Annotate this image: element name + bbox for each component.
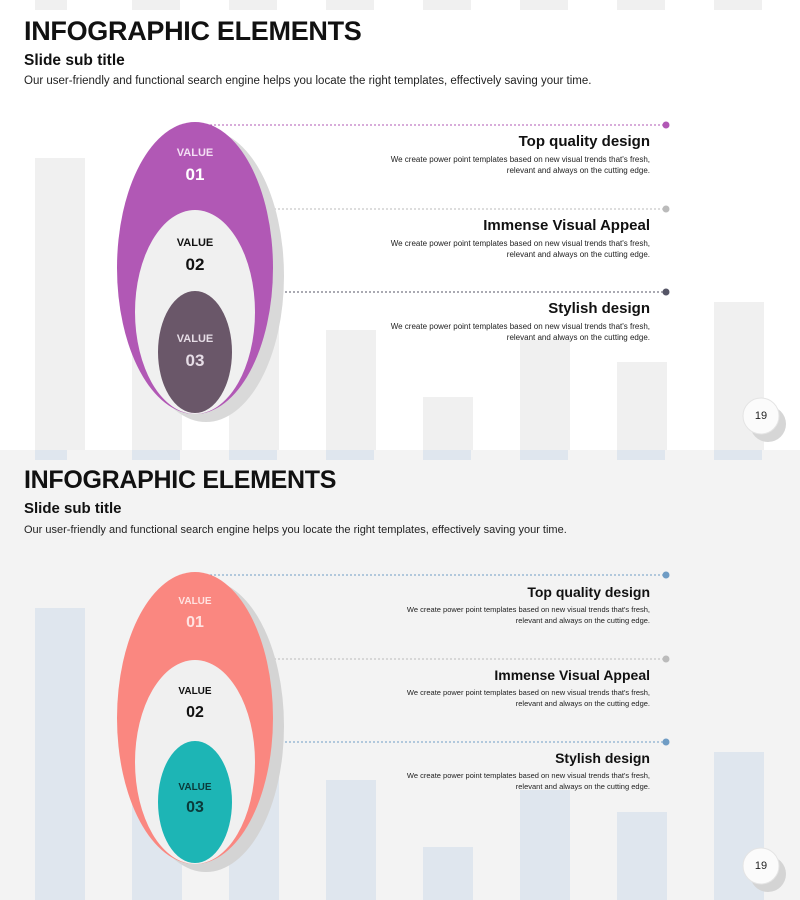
value-1-number: 01	[186, 614, 204, 631]
inner-ellipse	[158, 291, 232, 413]
connector-dot-3	[662, 288, 670, 296]
slide-description: Our user-friendly and functional search …	[24, 75, 592, 87]
top-stripes	[35, 450, 762, 460]
item-2: Immense Visual Appeal We create power po…	[330, 217, 650, 260]
slide-2: VALUE 01 VALUE 02 VALUE 03 INFOGRAPHIC E…	[0, 450, 800, 900]
connector-dot-1	[662, 121, 670, 129]
value-2-label: VALUE	[178, 686, 211, 697]
top-stripes	[35, 0, 762, 10]
value-1-label: VALUE	[177, 147, 213, 159]
slide-subtitle: Slide sub title	[24, 52, 125, 69]
value-1-number: 01	[186, 165, 205, 184]
item-1: Top quality design We create power point…	[330, 133, 650, 176]
item-1-heading: Top quality design	[527, 584, 650, 600]
page-badge	[742, 847, 780, 885]
item-2: Immense Visual Appeal We create power po…	[330, 667, 650, 709]
item-3: Stylish design We create power point tem…	[330, 300, 650, 343]
value-3-number: 03	[186, 351, 205, 370]
item-1-heading: Top quality design	[518, 133, 650, 150]
item-3: Stylish design We create power point tem…	[330, 750, 650, 792]
value-3-label: VALUE	[178, 782, 211, 793]
value-3-label: VALUE	[177, 333, 213, 345]
connector-dot-1	[662, 571, 670, 579]
slide-title: INFOGRAPHIC ELEMENTS	[24, 466, 337, 494]
item-2-heading: Immense Visual Appeal	[494, 667, 650, 683]
slide-title: INFOGRAPHIC ELEMENTS	[24, 16, 362, 46]
connector-dot-2	[662, 205, 670, 213]
item-3-text: We create power point templates based on…	[406, 771, 650, 791]
value-2-label: VALUE	[177, 237, 213, 249]
slide-description: Our user-friendly and functional search …	[24, 524, 567, 536]
value-2-number: 02	[186, 704, 204, 721]
item-3-heading: Stylish design	[548, 300, 650, 317]
slide-2-graphic: VALUE 01 VALUE 02 VALUE 03	[35, 450, 786, 900]
value-3-number: 03	[186, 799, 204, 816]
value-1-label: VALUE	[178, 596, 211, 607]
page-number: 19	[754, 410, 768, 422]
page-number: 19	[754, 860, 768, 872]
item-1-text: We create power point templates based on…	[390, 155, 650, 175]
slide-1-graphic: VALUE 01 VALUE 02 VALUE 03	[35, 0, 786, 450]
inner-ellipse	[158, 741, 232, 863]
item-1: Top quality design We create power point…	[330, 584, 650, 626]
item-1-text: We create power point templates based on…	[406, 605, 650, 625]
item-3-heading: Stylish design	[555, 750, 650, 766]
slide-subtitle: Slide sub title	[24, 500, 122, 517]
item-2-heading: Immense Visual Appeal	[483, 217, 650, 234]
connector-dot-2	[662, 655, 670, 663]
slide-1: VALUE 01 VALUE 02 VALUE 03 INFOGRAPHIC E…	[24, 0, 786, 450]
item-2-text: We create power point templates based on…	[390, 239, 650, 259]
page-badge	[742, 397, 780, 435]
item-3-text: We create power point templates based on…	[390, 322, 650, 342]
item-2-text: We create power point templates based on…	[406, 688, 650, 708]
connector-dot-3	[662, 738, 670, 746]
value-2-number: 02	[186, 255, 205, 274]
